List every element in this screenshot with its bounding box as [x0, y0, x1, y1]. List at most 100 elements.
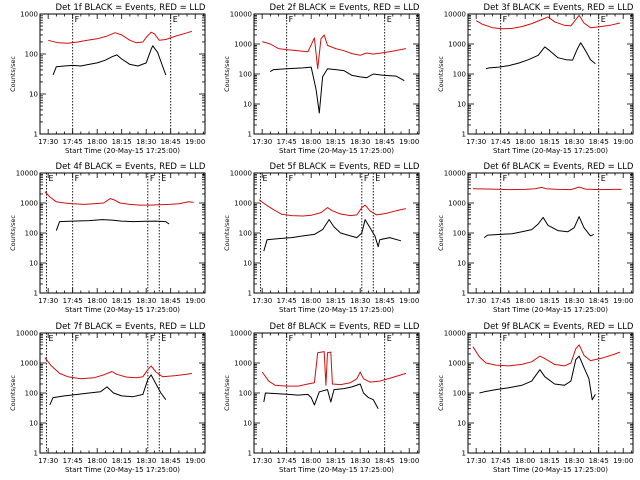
y-tick-label: 1000	[234, 200, 252, 208]
plot-frame	[253, 172, 420, 294]
marker-label: E	[387, 334, 392, 343]
x-tick-label: 18:45	[161, 457, 181, 465]
detector-panel: Det 9f BLACK = Events, RED = LLD 1 10 100 10…	[437, 322, 634, 474]
lld-series-line	[261, 351, 407, 387]
x-axis-label: Start Time (20-May-15 17:25:00)	[279, 147, 394, 155]
lld-series-line	[475, 14, 621, 30]
x-tick-label: 17:30	[252, 138, 272, 146]
y-axis-label: Counts/sec	[437, 215, 445, 251]
lld-series-line	[44, 191, 194, 206]
x-tick-label: 19:00	[185, 457, 205, 465]
y-tick-label: 1	[462, 450, 466, 458]
marker-label: F	[364, 174, 369, 183]
marker-label: E	[161, 334, 166, 343]
marker-label: E	[387, 15, 392, 24]
x-tick-label: 18:45	[375, 297, 395, 305]
events-series-line	[270, 66, 405, 114]
plot-frame	[467, 172, 634, 294]
x-axis-label: Start Time (20-May-15 17:25:00)	[493, 147, 608, 155]
x-tick-label: 18:45	[375, 457, 395, 465]
y-tick-label: 10	[457, 101, 466, 109]
x-axis-label: Start Time (20-May-15 17:25:00)	[65, 147, 180, 155]
x-tick-label: 17:30	[38, 138, 58, 146]
events-series-line	[485, 42, 596, 70]
x-tick-label: 18:45	[161, 297, 181, 305]
y-tick-label: 100	[25, 51, 38, 59]
y-tick-label: 10000	[230, 11, 252, 19]
x-axis-label: Start Time (20-May-15 17:25:00)	[279, 466, 394, 474]
events-series-line	[483, 216, 595, 238]
plot-frame	[39, 332, 206, 454]
marker-label: E	[49, 174, 54, 183]
y-tick-label: 1	[462, 131, 466, 139]
y-tick-label: 1	[462, 290, 466, 298]
detector-panel: Det 8f BLACK = Events, RED = LLD 1 10 100 10…	[223, 322, 420, 474]
detector-panel: Det 3f BLACK = Events, RED = LLD 1 10 100 10…	[437, 3, 634, 155]
y-tick-label: 1000	[20, 200, 38, 208]
marker-label: E	[601, 174, 606, 183]
x-tick-label: 18:45	[375, 138, 395, 146]
y-tick-label: 100	[453, 390, 466, 398]
x-tick-label: 18:15	[112, 138, 132, 146]
panel-title: Det 8f BLACK = Events, RED = LLD	[270, 322, 420, 332]
y-tick-label: 10000	[230, 170, 252, 178]
marker-label: F	[289, 174, 294, 183]
x-tick-label: 18:15	[540, 138, 560, 146]
y-tick-label: 1	[248, 450, 252, 458]
x-tick-label: 18:45	[589, 457, 609, 465]
marker-label: E	[173, 15, 178, 24]
x-tick-label: 18:30	[564, 138, 584, 146]
plot-frame	[39, 13, 206, 135]
x-tick-label: 18:15	[326, 457, 346, 465]
y-axis-label: Counts/sec	[9, 215, 17, 251]
detector-panel: Det 6f BLACK = Events, RED = LLD 1 10 100 10…	[437, 162, 634, 314]
marker-label: F	[289, 15, 294, 24]
lld-series-line	[472, 186, 622, 191]
x-tick-label: 18:00	[301, 297, 321, 305]
detector-panel: Det 2f BLACK = Events, RED = LLD 1 10 100 10…	[223, 3, 420, 155]
x-tick-label: 18:30	[350, 457, 370, 465]
y-tick-label: 10000	[16, 170, 38, 178]
y-tick-label: 1000	[234, 360, 252, 368]
marker-label: E	[375, 174, 380, 183]
panel-title: Det 9f BLACK = Events, RED = LLD	[484, 322, 634, 332]
y-axis-label: Counts/sec	[223, 56, 231, 92]
y-tick-label: 1000	[448, 41, 466, 49]
x-tick-label: 18:00	[301, 138, 321, 146]
y-tick-label: 1	[34, 131, 38, 139]
panel-title: Det 3f BLACK = Events, RED = LLD	[484, 3, 634, 13]
x-tick-label: 18:00	[87, 457, 107, 465]
x-tick-label: 17:30	[38, 457, 58, 465]
x-tick-label: 18:45	[589, 138, 609, 146]
x-tick-label: 17:45	[63, 457, 83, 465]
y-tick-label: 100	[239, 390, 252, 398]
panel-title: Det 7f BLACK = Events, RED = LLD	[56, 322, 206, 332]
y-tick-label: 10	[29, 420, 38, 428]
y-tick-label: 10000	[444, 330, 466, 338]
marker-label: E	[161, 174, 166, 183]
x-tick-label: 18:15	[326, 297, 346, 305]
x-axis-label: Start Time (20-May-15 17:25:00)	[493, 306, 608, 314]
y-tick-label: 10	[243, 101, 252, 109]
x-tick-label: 17:30	[252, 297, 272, 305]
y-tick-label: 100	[453, 230, 466, 238]
plot-frame	[39, 172, 206, 294]
x-tick-label: 17:45	[277, 297, 297, 305]
y-tick-label: 10	[457, 420, 466, 428]
events-series-line	[479, 355, 596, 401]
y-tick-label: 10	[29, 260, 38, 268]
y-tick-label: 1	[248, 290, 252, 298]
panel-title: Det 2f BLACK = Events, RED = LLD	[270, 3, 420, 13]
x-tick-label: 17:45	[491, 457, 511, 465]
y-axis-label: Counts/sec	[9, 375, 17, 411]
marker-label: E	[49, 334, 54, 343]
x-tick-label: 18:45	[589, 297, 609, 305]
marker-label: F	[75, 15, 80, 24]
x-tick-label: 18:00	[87, 297, 107, 305]
y-tick-label: 10000	[16, 330, 38, 338]
detector-panel: Det 7f BLACK = Events, RED = LLD 1 10 100 10…	[9, 322, 206, 474]
y-tick-label: 10000	[230, 330, 252, 338]
detector-panel: Det 5f BLACK = Events, RED = LLD 1 10 100 10…	[223, 162, 420, 314]
events-series-line	[263, 219, 402, 252]
